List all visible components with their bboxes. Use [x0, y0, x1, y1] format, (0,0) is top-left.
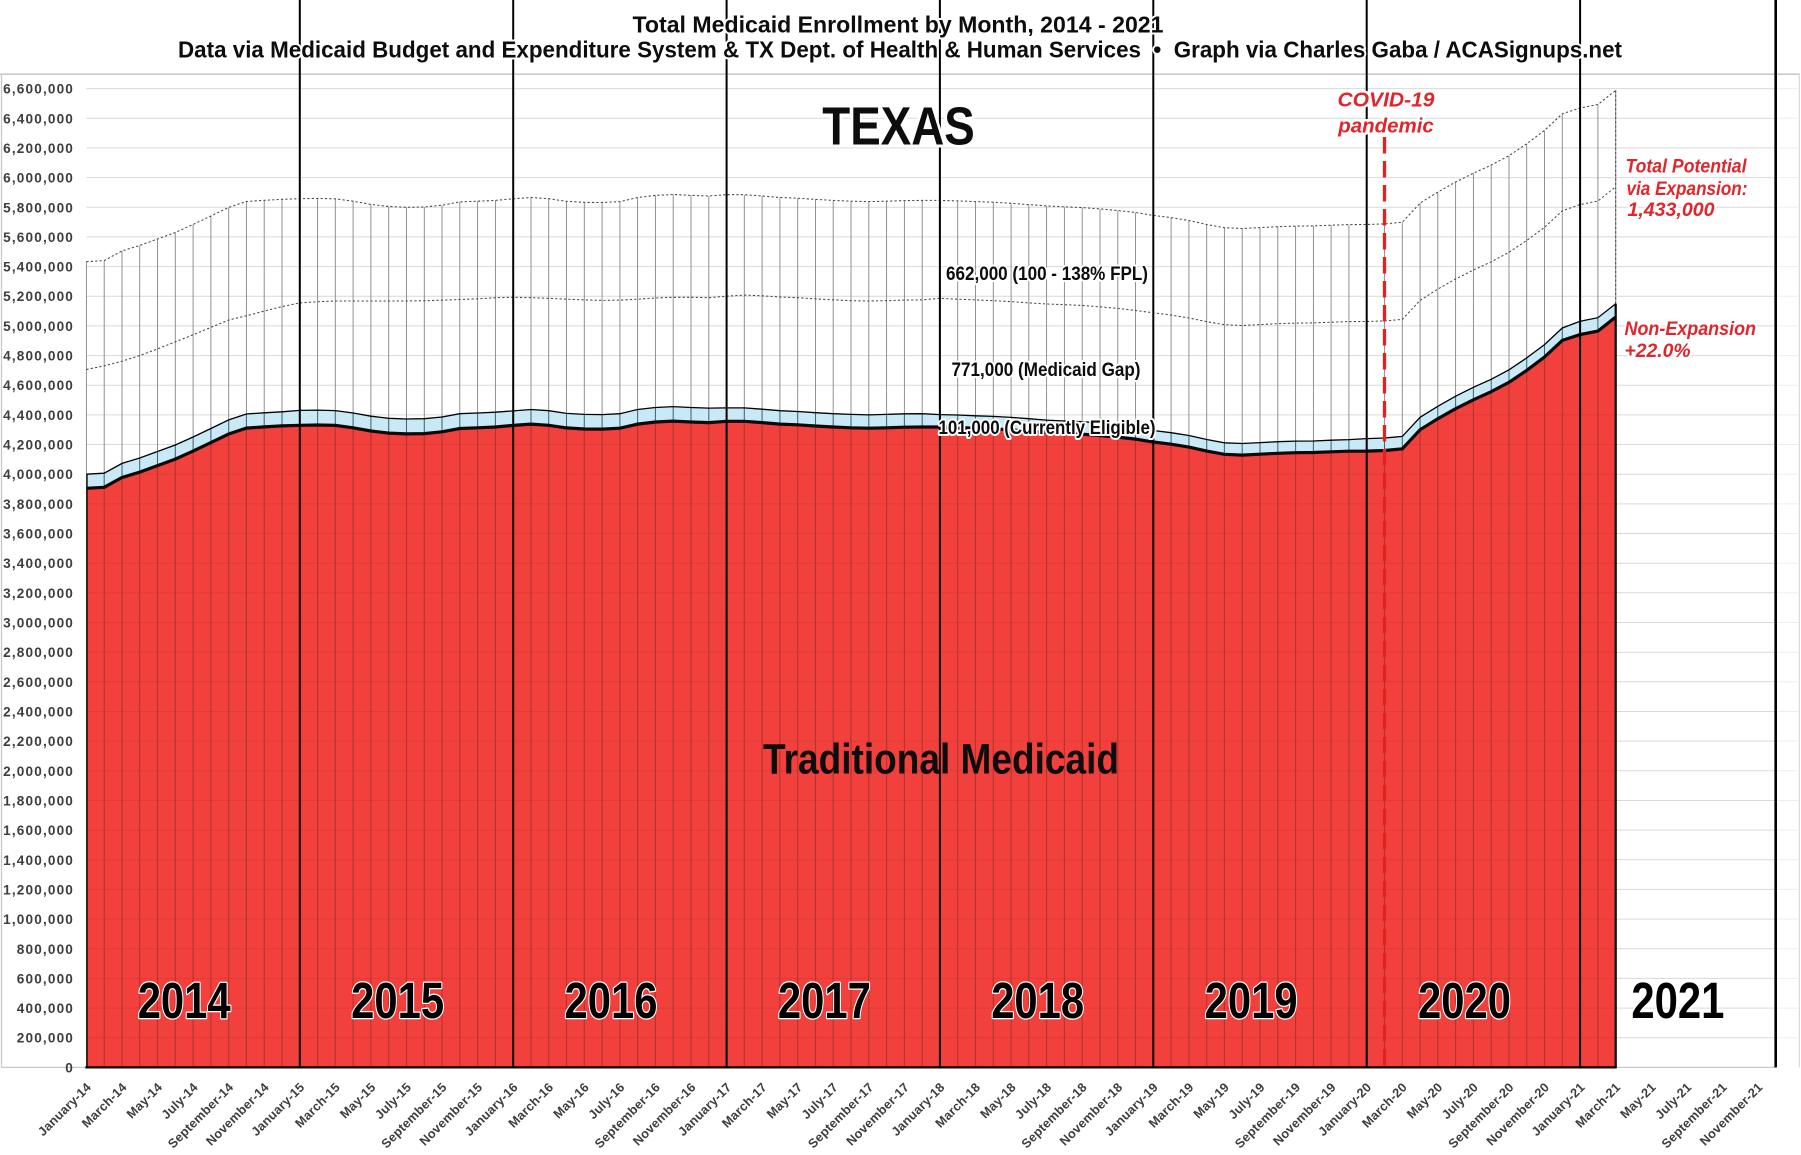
svg-text:101,000 (Currently Eligible): 101,000 (Currently Eligible) [939, 417, 1156, 439]
svg-text:Data via Medicaid Budget and E: Data via Medicaid Budget and Expenditure… [178, 37, 1622, 63]
svg-text:2018: 2018 [991, 972, 1084, 1029]
svg-text:1,800,000: 1,800,000 [3, 794, 74, 809]
svg-text:6,000,000: 6,000,000 [3, 171, 74, 186]
svg-text:2,800,000: 2,800,000 [3, 645, 74, 660]
svg-text:via Expansion:: via Expansion: [1627, 179, 1748, 200]
svg-text:6,400,000: 6,400,000 [3, 111, 74, 126]
svg-text:5,800,000: 5,800,000 [3, 200, 74, 215]
svg-text:5,000,000: 5,000,000 [3, 319, 74, 334]
svg-text:400,000: 400,000 [17, 1001, 74, 1016]
svg-text:5,600,000: 5,600,000 [3, 230, 74, 245]
svg-text:662,000 (100 - 138% FPL): 662,000 (100 - 138% FPL) [946, 263, 1148, 285]
svg-text:3,600,000: 3,600,000 [3, 527, 74, 542]
svg-text:800,000: 800,000 [17, 942, 74, 957]
svg-text:3,000,000: 3,000,000 [3, 616, 74, 631]
svg-text:Total Potential: Total Potential [1626, 156, 1748, 177]
svg-text:Traditional Medicaid: Traditional Medicaid [763, 736, 1119, 784]
svg-text:5,400,000: 5,400,000 [3, 260, 74, 275]
svg-text:pandemic: pandemic [1337, 115, 1434, 137]
svg-text:2,400,000: 2,400,000 [3, 705, 74, 720]
svg-text:4,600,000: 4,600,000 [3, 378, 74, 393]
svg-text:2016: 2016 [565, 972, 658, 1029]
svg-text:1,400,000: 1,400,000 [3, 853, 74, 868]
svg-text:2020: 2020 [1418, 972, 1511, 1029]
svg-text:4,400,000: 4,400,000 [3, 408, 74, 423]
svg-text:2019: 2019 [1205, 972, 1298, 1029]
svg-text:3,800,000: 3,800,000 [3, 497, 74, 512]
svg-text:4,800,000: 4,800,000 [3, 349, 74, 364]
svg-text:1,200,000: 1,200,000 [3, 882, 74, 897]
svg-text:6,600,000: 6,600,000 [3, 82, 74, 97]
svg-text:6,200,000: 6,200,000 [3, 141, 74, 156]
svg-text:Non-Expansion: Non-Expansion [1625, 319, 1757, 340]
svg-text:200,000: 200,000 [17, 1031, 74, 1046]
svg-text:771,000 (Medicaid Gap): 771,000 (Medicaid Gap) [952, 359, 1141, 381]
svg-text:2021: 2021 [1631, 972, 1724, 1029]
svg-text:1,433,000: 1,433,000 [1628, 200, 1715, 221]
svg-text:4,000,000: 4,000,000 [3, 467, 74, 482]
svg-text:2014: 2014 [138, 972, 232, 1029]
svg-text:600,000: 600,000 [17, 971, 74, 986]
svg-text:2015: 2015 [351, 972, 444, 1029]
svg-text:2,000,000: 2,000,000 [3, 764, 74, 779]
svg-text:2,200,000: 2,200,000 [3, 734, 74, 749]
svg-text:0: 0 [65, 1060, 74, 1075]
svg-text:+22.0%: +22.0% [1625, 341, 1691, 362]
svg-text:Total Medicaid Enrollment by M: Total Medicaid Enrollment by Month, 2014… [633, 12, 1164, 38]
svg-text:TEXAS: TEXAS [822, 97, 975, 157]
svg-text:COVID-19: COVID-19 [1338, 90, 1436, 112]
svg-text:5,200,000: 5,200,000 [3, 289, 74, 304]
svg-text:4,200,000: 4,200,000 [3, 438, 74, 453]
svg-text:1,000,000: 1,000,000 [3, 912, 74, 927]
svg-text:3,200,000: 3,200,000 [3, 586, 74, 601]
svg-text:1,600,000: 1,600,000 [3, 823, 74, 838]
svg-text:2,600,000: 2,600,000 [3, 675, 74, 690]
svg-text:3,400,000: 3,400,000 [3, 556, 74, 571]
svg-text:2017: 2017 [778, 972, 871, 1029]
